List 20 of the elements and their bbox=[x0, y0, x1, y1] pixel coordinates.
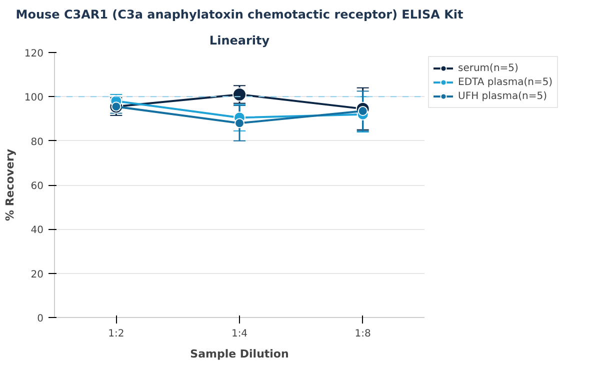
y-tick-label: 80 bbox=[30, 136, 44, 148]
point bbox=[232, 87, 246, 102]
legend-label: UFH plasma(n=5) bbox=[458, 90, 547, 103]
point bbox=[358, 106, 368, 116]
y-axis-title: % Recovery bbox=[3, 148, 16, 222]
y-tick-label: 0 bbox=[37, 314, 44, 324]
x-tick-label: 1:8 bbox=[354, 328, 371, 340]
y-tick-label: 40 bbox=[30, 225, 44, 236]
y-tick-label: 120 bbox=[24, 48, 44, 60]
y-tick-label: 100 bbox=[24, 92, 44, 104]
chart-title: Mouse C3AR1 (C3a anaphylatoxin chemotactic receptor) ELISA Kit bbox=[16, 8, 464, 22]
x-tick-label: 1:2 bbox=[108, 328, 124, 340]
y-tick-label: 20 bbox=[30, 269, 44, 280]
point bbox=[234, 118, 244, 128]
legend-label: EDTA plasma(n=5) bbox=[458, 76, 553, 89]
x-tick-label: 1:4 bbox=[231, 328, 248, 340]
x-axis-title: Sample Dilution bbox=[190, 348, 289, 360]
y-tick-label: 60 bbox=[30, 181, 44, 192]
legend-label: serum(n=5) bbox=[458, 62, 518, 75]
chart-subtitle: Linearity bbox=[209, 34, 270, 48]
